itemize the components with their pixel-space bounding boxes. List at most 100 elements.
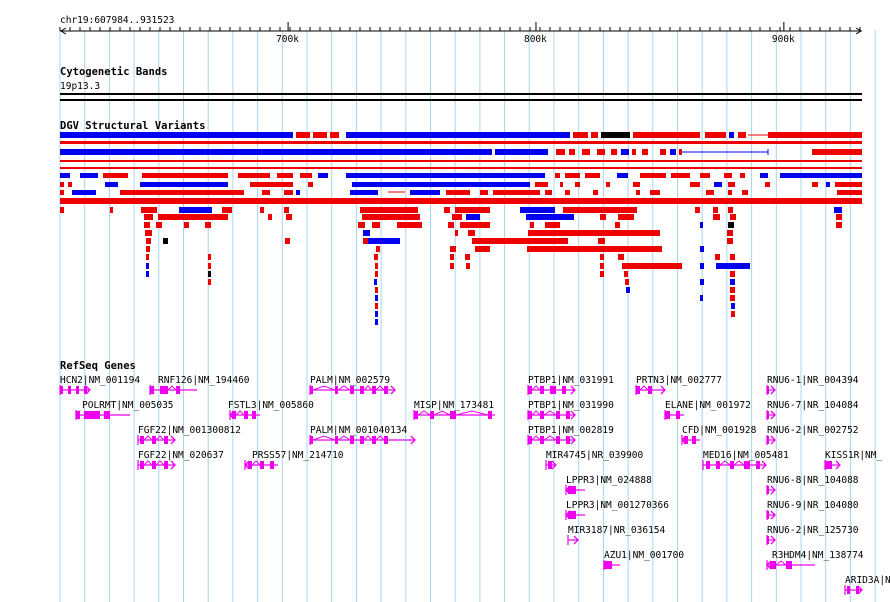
dgv-variant [146, 271, 149, 277]
gene-label[interactable]: MIR4745|NR_039900 [546, 450, 644, 461]
dgv-variant [626, 287, 630, 293]
gene-intron [531, 385, 541, 391]
dgv-variant [468, 230, 475, 236]
gene-label[interactable]: FSTL3|NM_005860 [228, 400, 314, 411]
dgv-variant [144, 214, 153, 220]
gene-label[interactable]: MIR3187|NR_036154 [568, 525, 666, 536]
gene-label[interactable]: PRSS57|NM_214710 [252, 450, 344, 461]
dgv-variant [68, 182, 72, 187]
gene-label[interactable]: KISS1R|NM_ [825, 450, 883, 461]
strand-arrow-icon [664, 410, 670, 420]
dgv-variant [617, 173, 628, 178]
gene-label[interactable]: AZU1|NM_001700 [604, 550, 685, 561]
gene-label[interactable]: RNF126|NM_194460 [158, 375, 250, 386]
gene-label[interactable]: PTBP1|NM_031990 [528, 400, 614, 411]
dgv-variant [146, 254, 149, 260]
dgv-variant [60, 190, 64, 195]
gene-label[interactable]: ELANE|NM_001972 [665, 400, 751, 411]
dgv-variant [740, 173, 745, 178]
gene-label[interactable]: PALM|NM_001040134 [310, 425, 408, 436]
dgv-variant [728, 182, 735, 187]
dgv-variant [184, 222, 189, 228]
gene-intron [312, 435, 336, 441]
dgv-variant [728, 190, 732, 195]
gene-intron [363, 385, 373, 391]
gene-label[interactable]: PTBP1|NM_002819 [528, 425, 614, 436]
gene-label[interactable]: PRTN3|NM_002777 [636, 375, 722, 386]
gene-exon [372, 436, 376, 444]
gene-label[interactable]: PTBP1|NM_031991 [528, 375, 614, 386]
gene-exon [270, 461, 274, 469]
gene-label[interactable]: FGF22|NM_020637 [138, 450, 224, 461]
gene-exon [568, 511, 576, 519]
gene-exon [152, 461, 156, 469]
dgv-variant [374, 254, 378, 260]
strand-arrow-icon [857, 585, 863, 595]
gene-exon [360, 386, 364, 394]
dgv-variant [679, 149, 682, 155]
gene-exon [76, 386, 79, 394]
gene-label[interactable]: POLRMT|NM_005035 [82, 400, 174, 411]
gene-exon [310, 436, 313, 444]
gene-intron [337, 435, 351, 441]
dgv-variant [472, 238, 568, 244]
dgv-variant [455, 207, 490, 213]
dgv-variant [60, 167, 862, 169]
dgv-variant [724, 173, 732, 178]
dgv-variant [80, 173, 98, 178]
dgv-variant [450, 263, 454, 269]
dgv-variant [208, 263, 211, 269]
gene-exon [767, 386, 769, 394]
gene-exon [384, 436, 388, 444]
dgv-variant [565, 190, 570, 195]
gene-label[interactable]: RNU6-9|NR_104080 [767, 500, 859, 511]
dgv-variant [363, 238, 368, 244]
dgv-variant [705, 132, 726, 138]
dgv-variant [837, 190, 862, 195]
dgv-variant [812, 149, 862, 155]
strand-arrow-icon [570, 410, 576, 420]
gene-label[interactable]: MED16|NM_005481 [703, 450, 789, 461]
dgv-variant [362, 214, 420, 220]
gene-exon [350, 386, 354, 394]
gene-label[interactable]: RNU6-8|NR_104088 [767, 475, 859, 486]
dgv-variant [103, 173, 128, 178]
strand-arrow-icon [761, 460, 767, 470]
dgv-variant [585, 173, 600, 178]
gene-exon [767, 511, 769, 519]
gene-label[interactable]: R3HDM4|NM_138774 [772, 550, 864, 561]
dgv-variant [238, 173, 270, 178]
gene-label[interactable]: CFD|NM_001928 [682, 425, 757, 436]
gene-label[interactable]: HCN2|NM_001194 [60, 375, 141, 386]
refseq-track-title: RefSeq Genes [60, 360, 136, 372]
gene-label[interactable]: FGF22|NM_001300812 [138, 425, 241, 436]
gene-exon [335, 386, 338, 394]
dgv-variant [60, 160, 862, 162]
gene-intron [312, 385, 336, 391]
gene-label[interactable]: PALM|NM_002579 [310, 375, 391, 386]
gene-label[interactable]: RNU6-2|NR_002752 [767, 425, 859, 436]
dgv-variant [700, 173, 710, 178]
dgv-variant [260, 207, 264, 213]
dgv-variant [601, 132, 630, 138]
dgv-variant [632, 149, 636, 155]
dgv-variant [700, 222, 703, 228]
gene-label[interactable]: RNU6-2|NR_125730 [767, 525, 859, 536]
dgv-variant [72, 190, 96, 195]
dgv-variant [573, 132, 588, 138]
dgv-variant [446, 190, 470, 195]
dgv-variant [60, 141, 862, 144]
dgv-variant [742, 190, 748, 195]
gene-label[interactable]: MISP|NM_173481 [414, 400, 495, 411]
gene-exon [548, 461, 552, 469]
dgv-variant [179, 207, 212, 213]
gene-exon [786, 561, 792, 569]
gene-label[interactable]: ARID3A|NM_ [845, 575, 890, 586]
gene-label[interactable]: LPPR3|NM_001270366 [566, 500, 669, 511]
gene-label[interactable]: RNU6-7|NR_104084 [767, 400, 859, 411]
gene-label[interactable]: LPPR3|NM_024888 [566, 475, 652, 486]
dgv-variant [760, 173, 768, 178]
gene-label[interactable]: RNU6-1|NR_004394 [767, 375, 859, 386]
dgv-variant [450, 246, 456, 252]
dgv-variant [695, 207, 700, 213]
